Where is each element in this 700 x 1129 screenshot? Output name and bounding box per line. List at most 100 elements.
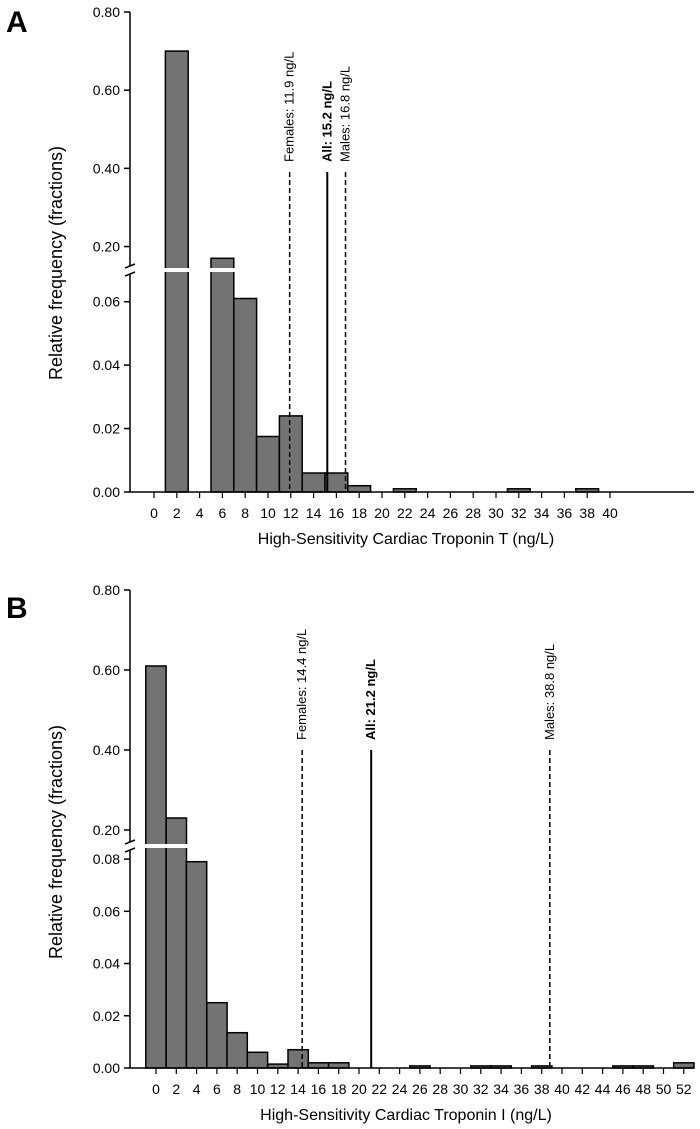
panel-b-bar-x10 [246, 1051, 269, 1069]
panel-a-x-tick-label: 0 [150, 505, 158, 521]
panel-b-ref-line-label-1: All: 21.2 ng/L [363, 659, 378, 740]
panel-b-bar-x0 [145, 665, 167, 1069]
panel-b-y-tick-label: 0.20 [93, 822, 120, 838]
panel-b-y-tick-label: 0.06 [93, 903, 120, 919]
panel-a-x-axis-label: High-Sensitivity Cardiac Troponin T (ng/… [258, 531, 554, 548]
panel-a-x-tick-label: 40 [602, 505, 618, 521]
panel-b-x-tick-label: 36 [514, 1081, 530, 1097]
panel-b-letter: B [6, 592, 28, 625]
panel-b-x-tick-label: 52 [676, 1081, 692, 1097]
panel-b-bar-x6 [206, 1001, 228, 1069]
panel-a-x-tick-label: 2 [173, 505, 181, 521]
panel-b-y-tick-label: 0.08 [93, 851, 120, 867]
panel-a-x-tick-label: 16 [329, 505, 345, 521]
panel-b-bar-x52 [672, 1062, 695, 1069]
panel-b-x-axis-label: High-Sensitivity Cardiac Troponin I (ng/… [260, 1107, 552, 1124]
panel-b-y-tick-label: 0.40 [93, 742, 120, 758]
panel-a-x-tick-label: 8 [241, 505, 249, 521]
panel-b-x-tick-label: 4 [193, 1081, 201, 1097]
panel-b-x-tick-label: 26 [412, 1081, 428, 1097]
panel-b-y-axis-label: Relative frequency (fractions) [46, 725, 66, 959]
panel-a-x-tick-label: 36 [557, 505, 573, 521]
panel-a-x-tick-label: 4 [196, 505, 204, 521]
panel-a-y-tick-label: 0.06 [93, 294, 120, 310]
panel-b-x-tick-label: 22 [372, 1081, 388, 1097]
panel-b-ref-line-label-0: Females: 14.4 ng/L [294, 629, 309, 740]
panel-a-x-tick-label: 18 [351, 505, 367, 521]
panel-b-y-tick-label: 0.00 [93, 1060, 120, 1076]
panel-b-x-tick-label: 14 [290, 1081, 306, 1097]
panel-b-x-tick-label: 46 [615, 1081, 631, 1097]
panel-b-x-tick-label: 2 [172, 1081, 180, 1097]
panel-b-x-tick-label: 40 [554, 1081, 570, 1097]
panel-b-axis-break-gap [124, 844, 232, 848]
panel-a-y-tick-label: 0.04 [93, 357, 120, 373]
panel-a-bar-x12 [278, 415, 303, 493]
panel-a-ref-line-label-2: Males: 16.8 ng/L [338, 66, 353, 162]
panel-a-x-tick-label: 22 [397, 505, 413, 521]
panel-b-x-tick-label: 0 [152, 1081, 160, 1097]
panel-b-y-tick-label: 0.02 [93, 1008, 120, 1024]
panel-a-bar-x10 [255, 435, 281, 493]
panel-a-x-tick-label: 28 [465, 505, 481, 521]
panel-b-x-tick-label: 34 [493, 1081, 509, 1097]
panel-a-x-tick-label: 34 [534, 505, 550, 521]
panel-a-ref-line-label-1: All: 15.2 ng/L [319, 81, 334, 162]
panel-b-x-tick-label: 16 [311, 1081, 327, 1097]
panel-b: B Relative frequency (fractions) High-Se… [6, 582, 695, 1124]
panel-b-x-tick-label: 30 [453, 1081, 469, 1097]
panel-a: A Relative frequency (fractions) High-Se… [6, 4, 694, 548]
panel-b-x-tick-label: 48 [635, 1081, 651, 1097]
panel-b-bar-x14 [287, 1048, 310, 1069]
panel-a-bar-x6 [210, 257, 235, 493]
panel-b-x-tick-label: 20 [351, 1081, 367, 1097]
panel-b-y-tick-label: 0.80 [93, 582, 120, 598]
panel-b-y-tick-label: 0.04 [93, 956, 120, 972]
panel-b-bar-x8 [226, 1031, 249, 1069]
panel-a-x-tick-label: 26 [443, 505, 459, 521]
panel-a-y-tick-label: 0.40 [93, 160, 120, 176]
panel-a-bar-x8 [233, 297, 258, 493]
panel-b-x-tick-label: 28 [432, 1081, 448, 1097]
panel-b-bar-x4 [185, 860, 208, 1069]
panel-a-y-tick-label: 0.20 [93, 239, 120, 255]
panel-a-y-tick-label: 0.80 [93, 4, 120, 20]
panel-b-bar-x16 [307, 1062, 330, 1069]
panel-a-ref-line-label-0: Females: 11.9 ng/L [282, 52, 297, 162]
panel-a-x-tick-label: 10 [260, 505, 276, 521]
panel-b-axis-break-mark [124, 839, 136, 853]
panel-a-x-tick-label: 20 [374, 505, 390, 521]
panel-b-x-tick-label: 44 [595, 1081, 611, 1097]
panel-a-axis-break-mark [124, 263, 136, 277]
panel-a-y-tick-label: 0.02 [93, 421, 120, 437]
panel-b-x-tick-label: 8 [233, 1081, 241, 1097]
panel-b-x-tick-label: 18 [331, 1081, 347, 1097]
panel-a-axis-break-gap [124, 268, 240, 272]
panel-b-bar-x18 [327, 1062, 350, 1069]
panel-a-y-axis-label: Relative frequency (fractions) [46, 146, 66, 380]
panel-a-bar-x18 [347, 484, 372, 493]
panel-b-x-tick-label: 24 [392, 1081, 408, 1097]
panel-a-bar-x14 [301, 472, 326, 493]
panel-a-y-tick-label: 0.60 [93, 82, 120, 98]
panel-b-x-tick-label: 38 [534, 1081, 550, 1097]
panel-a-letter: A [6, 6, 28, 39]
panel-b-x-tick-label: 12 [270, 1081, 286, 1097]
panel-a-bar-x16 [324, 472, 349, 493]
panel-b-x-tick-label: 50 [656, 1081, 672, 1097]
panel-a-x-tick-label: 32 [511, 505, 527, 521]
panel-b-x-tick-label: 6 [213, 1081, 221, 1097]
panel-a-x-tick-label: 6 [219, 505, 227, 521]
panel-a-y-tick-label: 0.00 [93, 484, 120, 500]
panel-b-x-tick-label: 42 [575, 1081, 591, 1097]
panel-b-bar-x2 [165, 817, 188, 1069]
panel-a-x-tick-label: 24 [420, 505, 436, 521]
panel-b-x-tick-label: 10 [250, 1081, 266, 1097]
panel-a-x-tick-label: 38 [579, 505, 595, 521]
panel-a-x-tick-label: 12 [283, 505, 299, 521]
panel-b-y-tick-label: 0.60 [93, 662, 120, 678]
panel-b-x-tick-label: 32 [473, 1081, 489, 1097]
panel-b-ref-line-label-2: Males: 38.8 ng/L [542, 644, 557, 740]
panel-a-x-tick-label: 30 [488, 505, 504, 521]
